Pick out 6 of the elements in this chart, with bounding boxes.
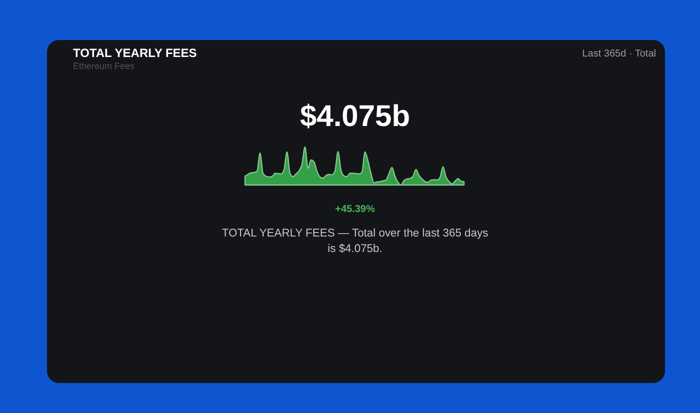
- text: +45.39%: [335, 204, 375, 215]
- text: Last 365d · Total: [582, 48, 656, 60]
- text: $4.075b: [300, 100, 410, 133]
- text: Ethereum Fees: [73, 61, 136, 71]
- text: TOTAL YEARLY FEES — Total over the last 365 days is $4.075b.: [222, 228, 489, 256]
- text: TOTAL YEARLY FEES: [73, 46, 197, 60]
